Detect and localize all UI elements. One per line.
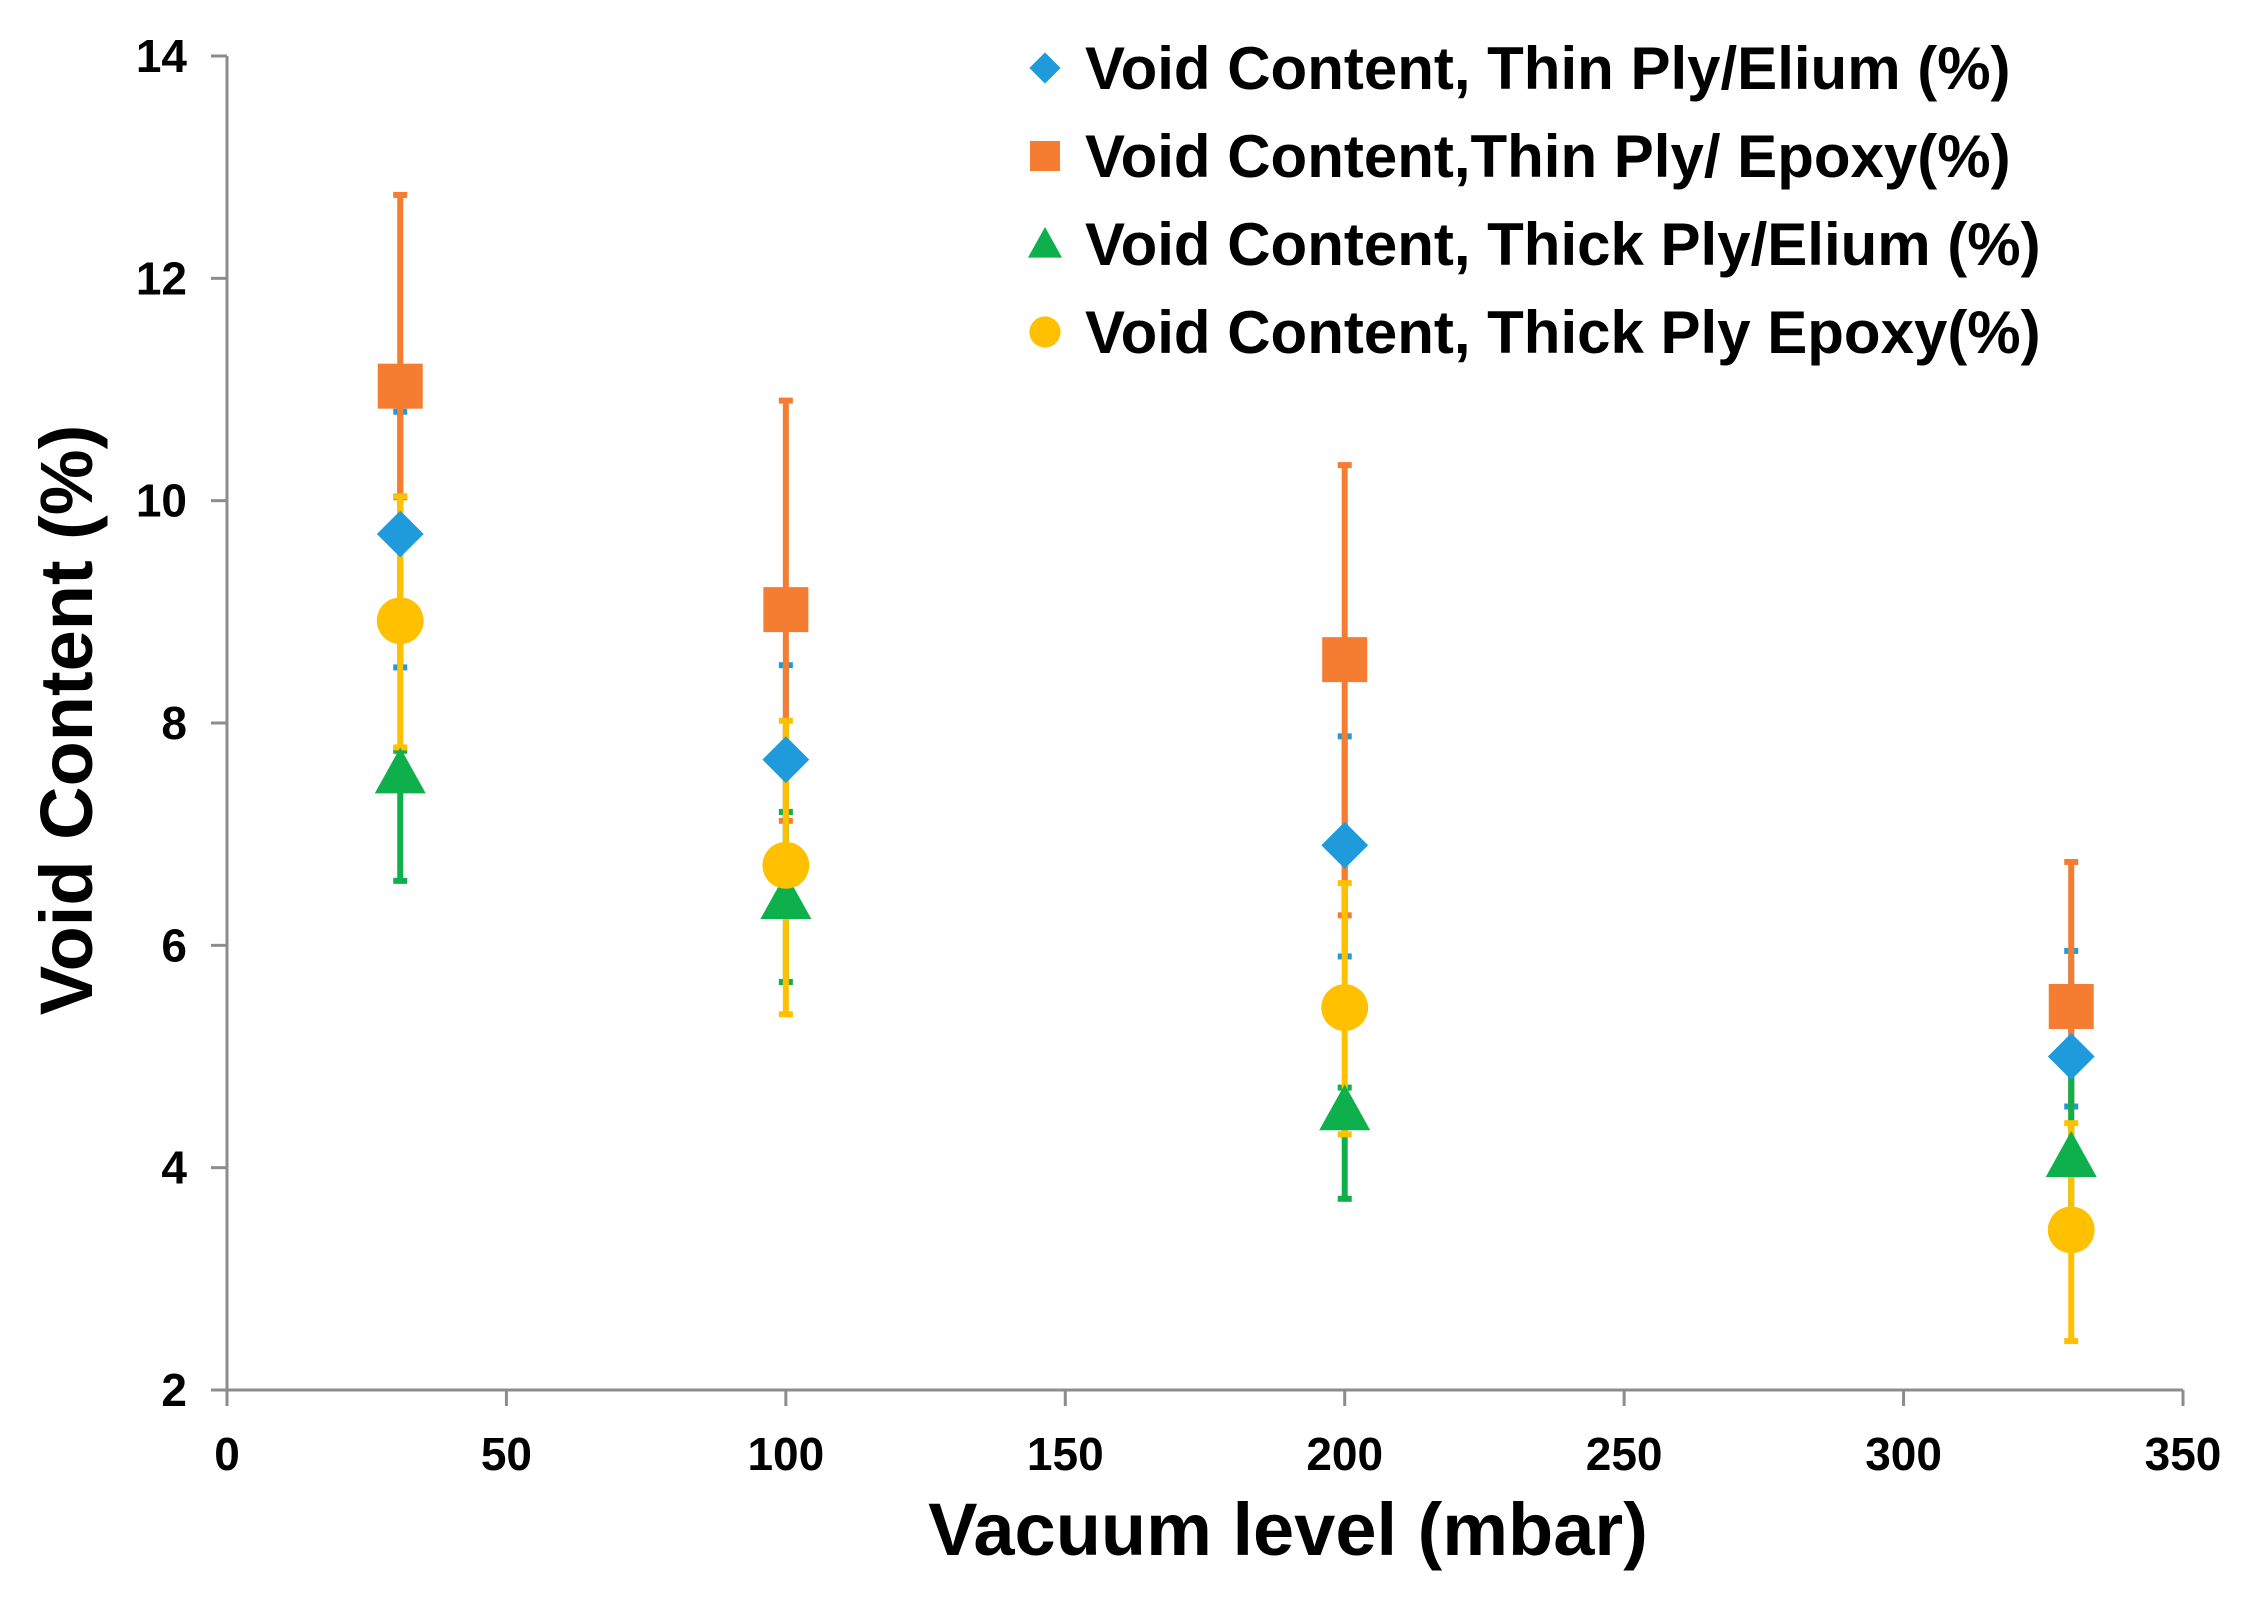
legend-marker-triangle (1028, 227, 1062, 258)
legend-item: Void Content, Thick Ply Epoxy(%) (1029, 299, 2041, 366)
legend-label: Void Content, Thin Ply/Elium (%) (1085, 35, 2011, 102)
y-tick-label: 8 (161, 697, 187, 749)
data-point-circle (2047, 1206, 2095, 1254)
data-point-square (2048, 983, 2094, 1029)
data-point-square (763, 587, 809, 633)
data-point-square (1322, 637, 1368, 683)
axes-layer: 2 4 6 8 10 12 14 0 50 100 150 200 250 300 350 (136, 30, 2222, 1480)
legend-item: Void Content, Thick Ply/Elium (%) (1028, 211, 2041, 278)
data-point-triangle (374, 747, 426, 794)
data-point-triangle (2045, 1131, 2097, 1177)
data-point-diamond (762, 736, 810, 784)
data-point-triangle (1319, 1084, 1371, 1131)
y-tick-label: 2 (161, 1364, 187, 1416)
y-tick-label: 4 (161, 1142, 187, 1194)
x-tick-label: 350 (2145, 1428, 2222, 1480)
x-tick-label: 300 (1865, 1428, 1942, 1480)
data-point-square (377, 363, 423, 409)
legend-item: Void Content, Thin Ply/Elium (%) (1029, 35, 2011, 102)
x-tick-label: 50 (481, 1428, 532, 1480)
legend-label: Void Content, Thick Ply/Elium (%) (1085, 211, 2041, 278)
data-point-triangle (760, 873, 812, 920)
x-tick-label: 200 (1306, 1428, 1383, 1480)
y-tick-label: 14 (136, 30, 188, 82)
data-point-circle (376, 597, 424, 645)
legend-marker-diamond (1029, 52, 1061, 84)
data-point-circle (762, 841, 810, 889)
y-axis-title: Void Content (%) (25, 425, 108, 1016)
x-axis-title: Vacuum level (mbar) (928, 1488, 1648, 1571)
y-tick-label: 6 (161, 919, 187, 971)
marker-layer (374, 363, 2097, 1254)
legend-label: Void Content,Thin Ply/ Epoxy(%) (1085, 123, 2011, 190)
legend: Void Content, Thin Ply/Elium (%) Void Con… (1028, 35, 2041, 366)
legend-label: Void Content, Thick Ply Epoxy(%) (1085, 299, 2041, 366)
x-tick-label: 150 (1027, 1428, 1104, 1480)
data-point-circle (1321, 984, 1369, 1031)
y-tick-label: 12 (136, 252, 187, 304)
x-tick-label: 250 (1586, 1428, 1663, 1480)
data-point-diamond (1321, 821, 1369, 869)
data-point-diamond (376, 510, 424, 558)
x-tick-label: 0 (214, 1428, 240, 1480)
y-tick-label: 10 (136, 475, 187, 527)
legend-item: Void Content,Thin Ply/ Epoxy(%) (1030, 123, 2011, 190)
errorbar-layer (393, 191, 2079, 1345)
x-tick-label: 100 (747, 1428, 824, 1480)
legend-marker-circle (1029, 316, 1061, 348)
data-point-diamond (2047, 1033, 2095, 1080)
legend-marker-square (1030, 141, 1060, 171)
